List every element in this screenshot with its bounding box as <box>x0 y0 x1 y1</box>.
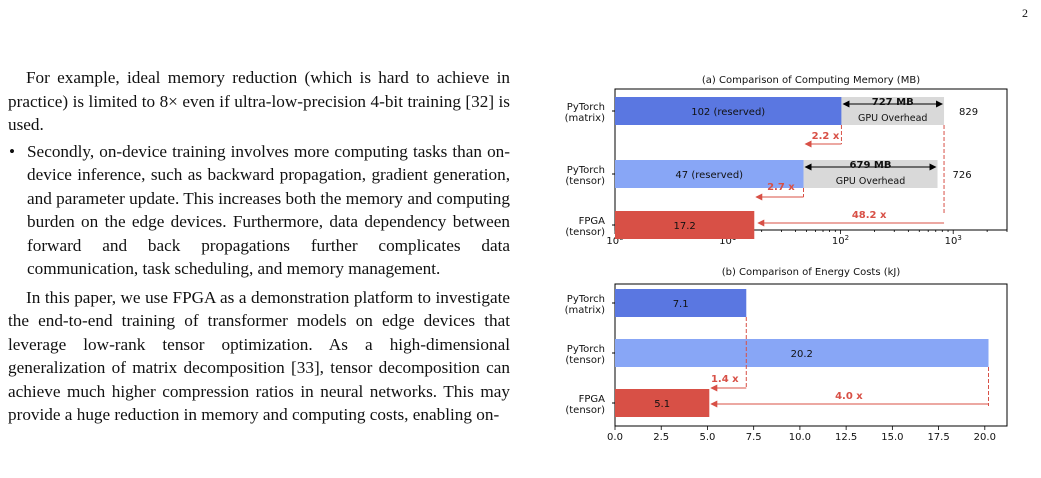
x-tick-label: 20.0 <box>974 432 996 443</box>
category-label: (matrix) <box>565 305 605 316</box>
figure-svg: (a) Comparison of Computing Memory (MB) 1… <box>565 75 1008 443</box>
bullet-mark: • <box>9 141 16 161</box>
bar-label: 47 (reserved) <box>675 170 743 181</box>
energy-bar <box>615 339 989 367</box>
category-label: (tensor) <box>565 227 605 238</box>
bar-label: 17.2 <box>674 221 696 232</box>
bullet-text: Secondly, on-device training involves mo… <box>27 141 510 279</box>
energy-bar <box>615 389 710 417</box>
bar-label: 20.2 <box>791 349 813 360</box>
x-tick-label: 103 <box>945 234 962 247</box>
overhead-value: 679 MB <box>850 160 892 171</box>
memory-bar <box>615 160 804 188</box>
category-label: PyTorch <box>567 165 605 176</box>
category-label: PyTorch <box>567 344 605 355</box>
figure: (a) Comparison of Computing Memory (MB) 1… <box>545 62 1025 473</box>
ratio-annotation: 4.0 x <box>835 391 863 402</box>
chart-title: (b) Comparison of Energy Costs (kJ) <box>722 267 901 278</box>
category-label: FPGA <box>579 394 606 405</box>
energy-bar <box>615 289 747 317</box>
overhead-label: GPU Overhead <box>836 176 905 187</box>
x-tick-label: 102 <box>832 234 849 247</box>
category-label: (matrix) <box>565 113 605 124</box>
chart-title: (a) Comparison of Computing Memory (MB) <box>702 75 920 86</box>
ratio-annotation: 48.2 x <box>852 210 887 221</box>
memory-bar <box>615 97 842 125</box>
category-label: (tensor) <box>565 405 605 416</box>
ratio-annotation: 1.4 x <box>711 374 739 385</box>
overhead-value: 727 MB <box>872 97 914 108</box>
page-number: 2 <box>1022 6 1028 20</box>
x-tick-label: 7.5 <box>746 432 762 443</box>
category-label: PyTorch <box>567 102 605 113</box>
bullet-item: • Secondly, on-device training involves … <box>8 140 510 281</box>
plot-frame <box>614 88 1008 231</box>
paragraph: In this paper, we use FPGA as a demonstr… <box>8 287 510 425</box>
x-tick-label: 15.0 <box>881 432 903 443</box>
x-tick-label: 5.0 <box>699 432 715 443</box>
x-tick-label: 12.5 <box>835 432 857 443</box>
total-label: 726 <box>953 170 972 181</box>
ratio-annotation: 2.2 x <box>812 131 840 142</box>
category-label: (tensor) <box>565 176 605 187</box>
x-tick-label: 2.5 <box>653 432 669 443</box>
category-label: PyTorch <box>567 294 605 305</box>
category-label: (tensor) <box>565 355 605 366</box>
x-tick-label: 10.0 <box>789 432 811 443</box>
total-label: 829 <box>959 107 978 118</box>
bar-label: 102 (reserved) <box>691 107 765 118</box>
body-text-column: For example, ideal memory reduction (whi… <box>8 66 510 427</box>
ratio-annotation: 2.7 x <box>767 182 795 193</box>
bar-label: 7.1 <box>673 299 689 310</box>
x-tick-label: 17.5 <box>927 432 949 443</box>
memory-bar <box>615 211 755 239</box>
bar-label: 5.1 <box>654 399 670 410</box>
x-tick-label: 0.0 <box>607 432 623 443</box>
category-label: FPGA <box>579 216 606 227</box>
paragraph: For example, ideal memory reduction (whi… <box>8 68 510 134</box>
overhead-label: GPU Overhead <box>858 113 927 124</box>
